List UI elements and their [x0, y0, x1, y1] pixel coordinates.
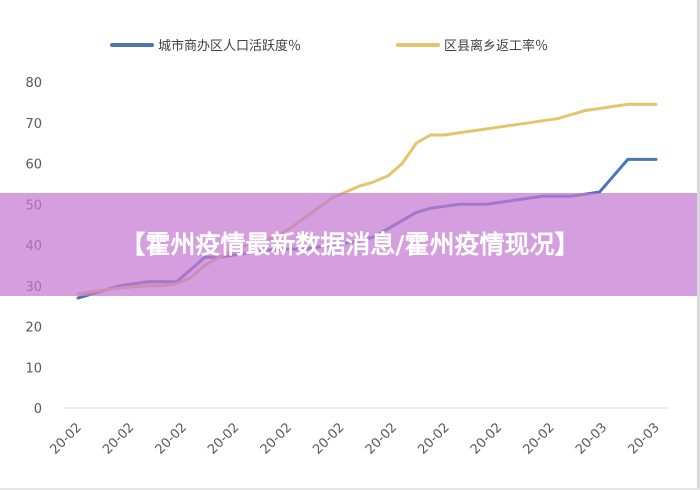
x-tick-label: 20-02	[100, 420, 137, 457]
x-tick-label: 20-02	[310, 420, 347, 457]
x-tick-label: 20-02	[153, 420, 190, 457]
y-tick-label: 60	[25, 158, 42, 173]
y-tick-label: 80	[25, 76, 42, 91]
legend-label-series1: 城市商办区人口活跃度％	[158, 38, 301, 54]
x-tick-label: 20-02	[468, 420, 505, 457]
y-tick-label: 10	[25, 361, 42, 376]
frame-border-bottom	[0, 488, 700, 490]
y-tick-label: 20	[25, 321, 42, 336]
title-banner: 【霍州疫情最新数据消息/霍州疫情现况】	[0, 193, 700, 296]
legend-label-series2: 区县离乡返工率％	[444, 38, 548, 54]
y-tick-label: 0	[34, 402, 42, 417]
chart-legend: 城市商办区人口活跃度％ 区县离乡返工率％	[110, 38, 548, 54]
x-tick-label: 20-02	[520, 420, 557, 457]
x-tick-label: 20-03	[573, 420, 610, 457]
x-tick-label: 20-02	[415, 420, 452, 457]
y-tick-label: 70	[25, 117, 42, 132]
x-tick-label: 20-02	[205, 420, 242, 457]
banner-title: 【霍州疫情最新数据消息/霍州疫情现况】	[120, 229, 580, 259]
x-axis-ticks: 20-02 20-02 20-02 20-02 20-02 20-02 20-02 20-02…	[48, 420, 663, 457]
x-tick-label: 20-02	[363, 420, 400, 457]
x-tick-label: 20-02	[258, 420, 295, 457]
x-tick-label: 20-02	[48, 420, 85, 457]
frame-border-right	[697, 0, 700, 490]
x-tick-label: 20-03	[626, 420, 663, 457]
